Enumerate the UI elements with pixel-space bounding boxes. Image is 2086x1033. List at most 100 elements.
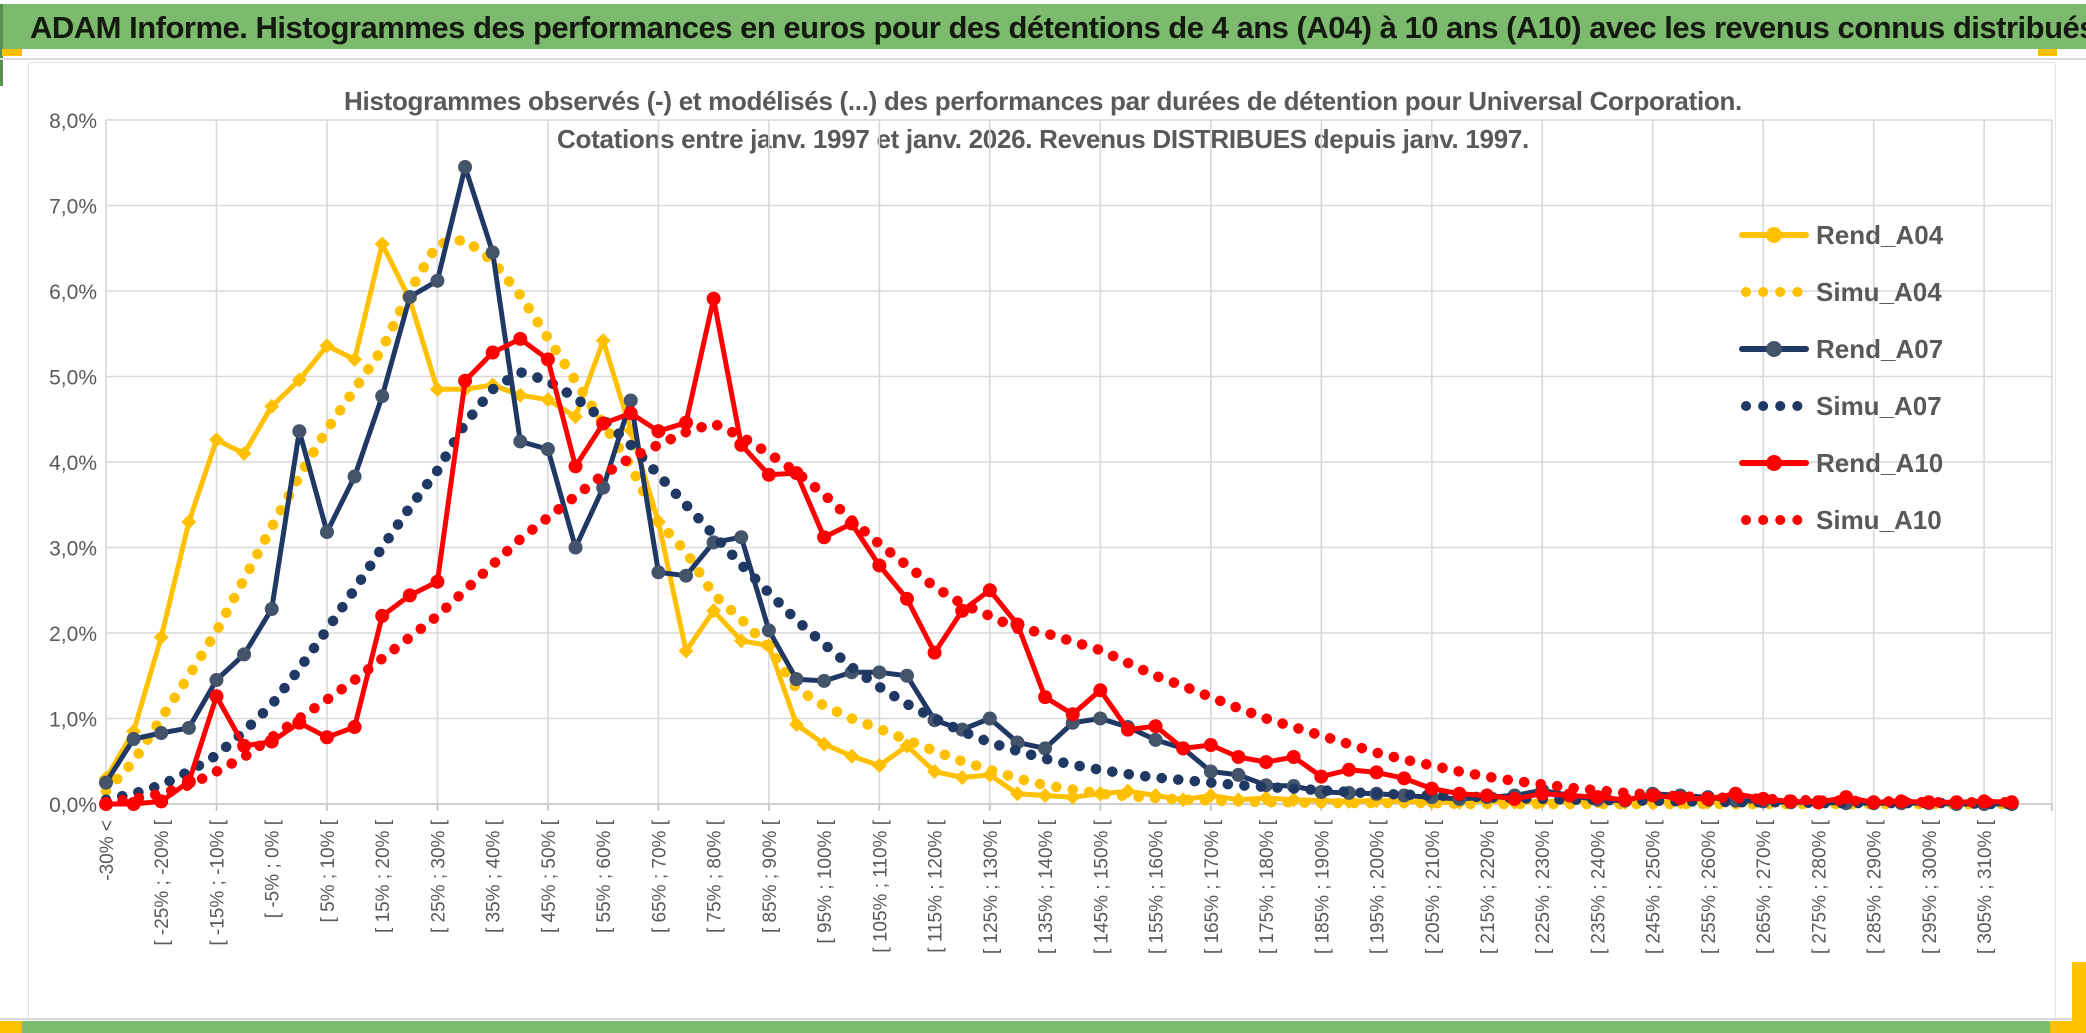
legend-marker-icon [1766, 227, 1782, 243]
data-point-marker [844, 748, 860, 764]
banner-accent-right [2038, 49, 2057, 56]
x-tick-label: [ 25% ; 30% [ [428, 819, 449, 933]
data-point-marker [319, 730, 334, 745]
data-point-marker [1452, 786, 1467, 801]
data-point-marker [181, 720, 196, 735]
x-tick-label: [ 15% ; 20% [ [373, 819, 394, 933]
data-point-marker [955, 603, 970, 618]
x-tick-label: [ 285% ; 290% [ [1865, 819, 1886, 954]
data-point-marker [623, 406, 638, 421]
data-point-marker [513, 434, 528, 449]
data-point-marker [789, 672, 804, 687]
legend-label: Simu_A04 [1816, 277, 1942, 307]
data-point-marker [430, 574, 445, 589]
data-point-marker [651, 424, 666, 439]
data-point-marker [1314, 769, 1329, 784]
data-point-marker [375, 608, 390, 623]
series-Simu_A04 [100, 234, 2018, 810]
y-tick-label: 1,0% [49, 709, 97, 732]
data-point-marker [982, 711, 997, 726]
y-axis-labels: 0,0% 1,0% 2,0% 3,0% 4,0% 5,0% 6,0% 7,0% 8,0% [49, 110, 97, 817]
legend-marker-icon [1766, 455, 1782, 471]
data-point-marker [264, 398, 280, 414]
x-tick-label: [ -15% ; -10% [ [207, 819, 228, 945]
data-point-marker [1038, 690, 1053, 705]
data-point-marker [236, 445, 252, 461]
legend-label: Rend_A10 [1816, 448, 1943, 478]
x-tick-label: [ 165% ; 170% [ [1202, 819, 1223, 954]
data-point-marker [734, 530, 749, 545]
legend-item-Rend_A07[interactable]: Rend_A07 [1739, 334, 1943, 364]
legend-label: Rend_A04 [1816, 220, 1944, 250]
data-point-marker [1231, 749, 1246, 764]
data-point-marker [761, 623, 776, 638]
data-point-marker [679, 415, 694, 430]
legend-label: Rend_A07 [1816, 334, 1943, 364]
data-point-marker [817, 673, 832, 688]
x-tick-label: [ 265% ; 270% [ [1754, 819, 1775, 954]
x-tick-label: [ 155% ; 160% [ [1147, 819, 1168, 954]
data-point-marker [706, 603, 722, 619]
data-point-marker [540, 352, 555, 367]
x-tick-label: [ -5% ; 0% [ [263, 819, 284, 918]
data-point-marker [402, 289, 417, 304]
x-tick-label: [ 205% ; 210% [ [1423, 819, 1444, 954]
data-point-marker [347, 469, 362, 484]
title-banner: ADAM Informe. Histogrammes des performan… [0, 4, 2086, 49]
data-point-marker [1065, 707, 1080, 722]
y-tick-label: 2,0% [49, 623, 97, 646]
bottom-accent-right [2050, 1021, 2086, 1033]
data-point-marker [872, 665, 887, 680]
data-point-marker [1009, 786, 1025, 802]
data-point-marker [568, 459, 583, 474]
x-tick-label: [ 55% ; 60% [ [594, 819, 615, 933]
x-tick-label: [ 35% ; 40% [ [484, 819, 505, 933]
data-point-marker [430, 273, 445, 288]
x-tick-label: [ 225% ; 230% [ [1533, 819, 1554, 954]
y-tick-label: 0,0% [49, 794, 97, 817]
data-point-marker [208, 432, 224, 448]
data-point-marker [568, 409, 584, 425]
series-Simu_A10 [100, 418, 2018, 808]
right-edge-accent [2072, 962, 2086, 1021]
series-Rend_A04 [98, 236, 2020, 811]
data-point-marker [954, 769, 970, 785]
data-point-marker [375, 389, 390, 404]
data-point-marker [899, 591, 914, 606]
legend-marker-icon [1766, 341, 1782, 357]
legend-item-Rend_A04[interactable]: Rend_A04 [1739, 220, 1944, 250]
chart-legend: Rend_A04 Simu_A04 Rend_A07 Simu_A07 Rend_A10… [1739, 220, 1944, 535]
legend-item-Simu_A04[interactable]: Simu_A04 [1741, 277, 1942, 307]
data-point-marker [568, 540, 583, 555]
data-point-marker [1037, 787, 1053, 803]
x-tick-label: [ 45% ; 50% [ [539, 819, 560, 933]
legend-item-Simu_A07[interactable]: Simu_A07 [1741, 391, 1942, 421]
data-point-marker [1535, 786, 1550, 801]
data-point-marker [678, 643, 694, 659]
data-point-marker [1148, 719, 1163, 734]
data-point-marker [237, 647, 252, 662]
legend-item-Rend_A10[interactable]: Rend_A10 [1739, 448, 1943, 478]
x-tick-label: -30% < [97, 820, 118, 881]
y-tick-label: 4,0% [49, 452, 97, 475]
y-tick-label: 8,0% [49, 110, 97, 133]
x-tick-label: [ 85% ; 90% [ [760, 819, 781, 933]
data-point-marker [871, 758, 887, 774]
legend-label: Simu_A07 [1816, 391, 1942, 421]
data-point-marker [153, 629, 169, 645]
legend-item-Simu_A10[interactable]: Simu_A10 [1741, 505, 1942, 535]
x-tick-label: [ 295% ; 300% [ [1920, 819, 1941, 954]
data-point-marker [209, 673, 224, 688]
x-tick-label: [ 125% ; 130% [ [981, 819, 1002, 954]
x-tick-label: [ 215% ; 220% [ [1478, 819, 1499, 954]
x-tick-label: [ 195% ; 200% [ [1368, 819, 1389, 954]
data-point-marker [237, 738, 252, 753]
data-point-marker [458, 160, 473, 175]
data-point-marker [540, 392, 556, 408]
chart-title-line2: Cotations entre janv. 1997 et janv. 2026… [557, 124, 1529, 154]
data-point-marker [485, 345, 500, 360]
divider-bottom [0, 1018, 2086, 1020]
x-tick-label: [ 255% ; 260% [ [1699, 819, 1720, 954]
x-tick-label: [ -25% ; -20% [ [152, 819, 173, 945]
